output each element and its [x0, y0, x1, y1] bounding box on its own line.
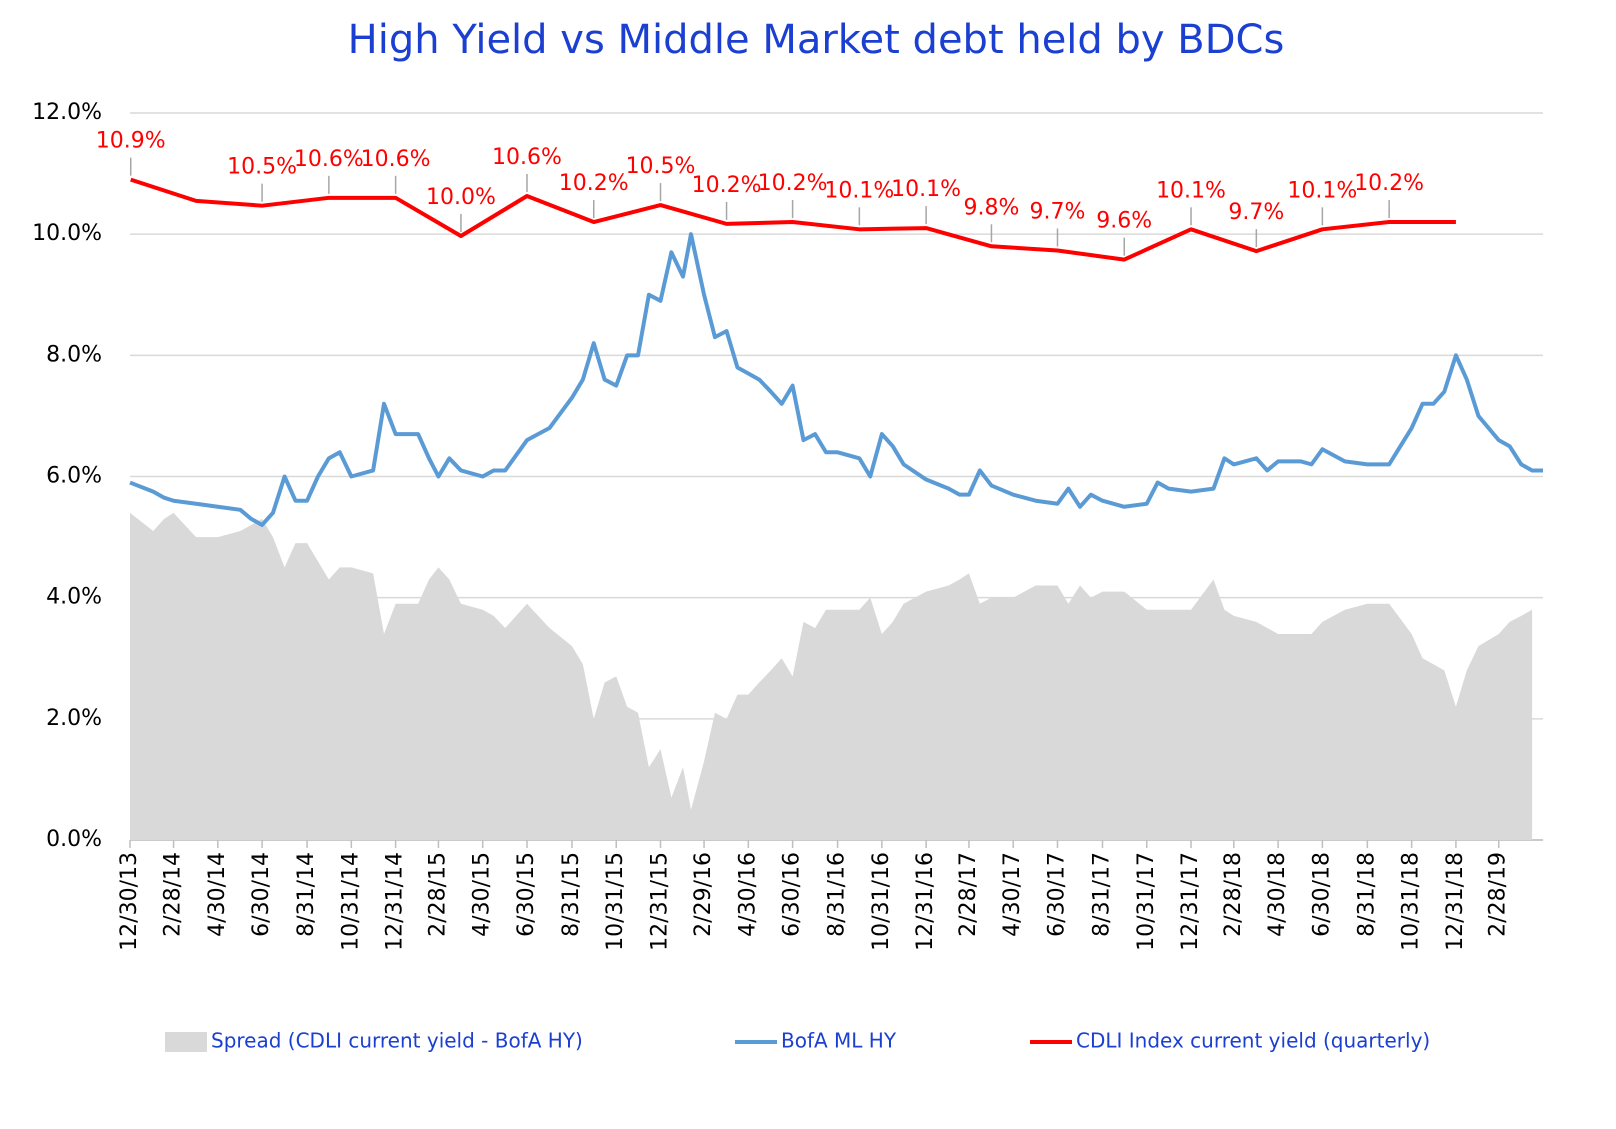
data-label: 10.6% [492, 145, 562, 170]
x-tick-label: 10/31/15 [603, 852, 628, 951]
data-label: 10.2% [692, 173, 762, 198]
x-tick-label: 8/31/17 [1089, 852, 1114, 937]
series-line [130, 177, 1456, 262]
x-tick-label: 12/31/15 [648, 852, 673, 951]
x-tick-label: 12/31/14 [383, 852, 408, 951]
x-tick-label: 4/30/15 [470, 852, 495, 937]
data-label: 9.6% [1096, 209, 1152, 234]
series-line [129, 232, 1543, 527]
legend-swatch [165, 1032, 207, 1052]
x-tick-label: 6/30/18 [1309, 852, 1334, 937]
chart-title: High Yield vs Middle Market debt held by… [348, 17, 1285, 63]
data-label: 10.5% [626, 154, 696, 179]
data-label: 10.9% [96, 129, 166, 154]
x-tick-label: 6/30/15 [514, 852, 539, 937]
data-label: 10.5% [227, 155, 297, 180]
x-tick-label: 10/31/17 [1134, 852, 1159, 951]
x-tick-label: 12/30/13 [117, 852, 142, 951]
y-tick-label: 0.0% [46, 827, 102, 852]
x-tick-label: 12/31/16 [913, 852, 938, 951]
spread-area [130, 512, 1533, 840]
x-tick-label: 6/30/17 [1044, 852, 1069, 937]
x-tick-label: 2/28/15 [425, 852, 450, 937]
data-label: 10.1% [1287, 178, 1357, 203]
x-tick-label: 6/30/16 [780, 852, 805, 937]
x-tick-label: 2/28/19 [1486, 852, 1511, 937]
x-tick-label: 10/31/16 [869, 852, 894, 951]
data-label: 10.2% [559, 171, 629, 196]
data-label: 9.7% [1228, 200, 1284, 225]
x-tick-label: 2/28/17 [956, 852, 981, 937]
data-label: 10.0% [426, 185, 496, 210]
x-tick-label: 8/31/15 [559, 852, 584, 937]
data-label: 10.1% [891, 177, 961, 202]
x-tick-label: 12/31/17 [1178, 852, 1203, 951]
x-tick-label: 2/28/14 [161, 852, 186, 937]
data-label: 10.2% [1354, 171, 1424, 196]
x-tick-label: 10/31/14 [338, 852, 363, 951]
data-label: 10.1% [1156, 178, 1226, 203]
data-label: 10.2% [758, 171, 828, 196]
data-label: 10.1% [824, 178, 894, 203]
x-tick-label: 2/29/16 [691, 852, 716, 937]
legend-label: BofA ML HY [781, 1029, 897, 1053]
y-tick-label: 12.0% [32, 100, 102, 125]
y-tick-label: 6.0% [46, 464, 102, 489]
y-tick-label: 8.0% [46, 342, 102, 367]
data-label: 9.7% [1030, 200, 1086, 225]
x-tick-label: 12/31/18 [1443, 852, 1468, 951]
x-tick-label: 4/30/16 [735, 852, 760, 937]
x-tick-label: 10/31/18 [1399, 852, 1424, 951]
y-tick-label: 2.0% [46, 706, 102, 731]
x-tick-label: 8/31/16 [825, 852, 850, 937]
data-label: 10.6% [361, 147, 431, 172]
legend-label: Spread (CDLI current yield - BofA HY) [211, 1029, 583, 1053]
data-label: 9.8% [963, 195, 1019, 220]
x-tick-label: 4/30/17 [1000, 852, 1025, 937]
y-tick-label: 10.0% [32, 221, 102, 246]
legend-label: CDLI Index current yield (quarterly) [1076, 1029, 1430, 1053]
data-label: 10.6% [294, 147, 364, 172]
x-tick-label: 8/31/14 [294, 852, 319, 937]
x-tick-label: 6/30/14 [249, 852, 274, 937]
x-tick-label: 2/28/18 [1221, 852, 1246, 937]
x-tick-label: 8/31/18 [1354, 852, 1379, 937]
y-tick-label: 4.0% [46, 585, 102, 610]
x-tick-label: 4/30/18 [1265, 852, 1290, 937]
x-tick-label: 4/30/14 [205, 852, 230, 937]
